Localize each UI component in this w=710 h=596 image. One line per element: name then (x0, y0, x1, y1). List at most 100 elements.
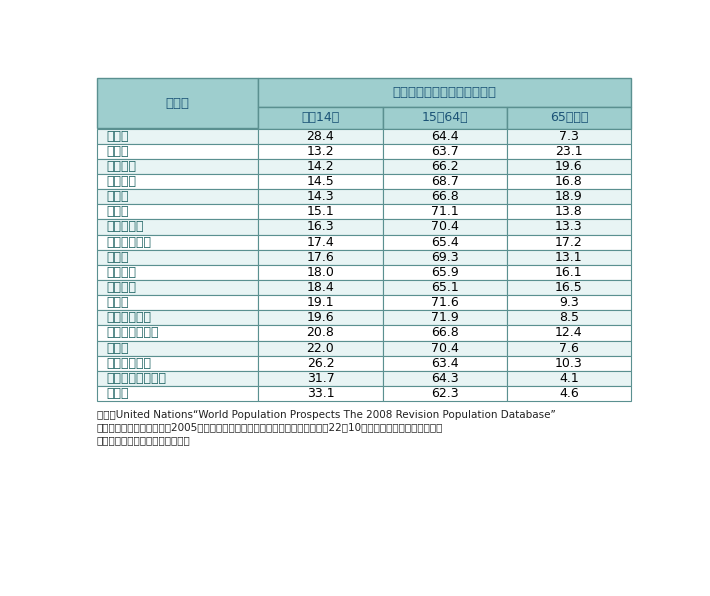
Bar (383, 144, 507, 159)
Bar (258, 265, 383, 280)
Text: 4.1: 4.1 (559, 372, 579, 385)
Text: 14.3: 14.3 (307, 190, 334, 203)
Text: 9.3: 9.3 (559, 296, 579, 309)
Bar (97, 280, 258, 295)
Text: とする確定値））」による。: とする確定値））」による。 (97, 435, 190, 445)
Bar (97, 250, 258, 265)
Text: 8.5: 8.5 (559, 311, 579, 324)
Text: 31.7: 31.7 (307, 372, 334, 385)
Bar (507, 356, 631, 371)
Text: 18.0: 18.0 (307, 266, 334, 279)
Bar (507, 280, 631, 295)
Text: 19.1: 19.1 (307, 296, 334, 309)
Text: 14.2: 14.2 (307, 160, 334, 173)
Text: ドイツ: ドイツ (106, 190, 129, 203)
Bar (258, 144, 383, 159)
Text: 17.6: 17.6 (307, 251, 334, 263)
Bar (258, 189, 383, 204)
Text: アルゼンチン: アルゼンチン (106, 357, 151, 370)
Text: 年齢（３区分）別割合（％）: 年齢（３区分）別割合（％） (393, 86, 497, 99)
Text: 71.1: 71.1 (431, 205, 459, 218)
Text: カナダ: カナダ (106, 251, 129, 263)
Bar (258, 386, 383, 401)
Bar (258, 219, 383, 234)
Bar (383, 204, 507, 219)
Text: 13.1: 13.1 (555, 251, 583, 263)
Text: 国　名: 国 名 (165, 97, 190, 110)
Text: 64.4: 64.4 (431, 129, 459, 142)
Text: 23.1: 23.1 (555, 145, 583, 158)
Bar (507, 107, 631, 129)
Text: 18.4: 18.4 (307, 281, 334, 294)
Bar (97, 234, 258, 250)
Bar (258, 356, 383, 371)
Text: 64.3: 64.3 (431, 372, 459, 385)
Bar (383, 371, 507, 386)
Bar (97, 219, 258, 234)
Bar (383, 311, 507, 325)
Text: 14.5: 14.5 (307, 175, 334, 188)
Text: 10.3: 10.3 (555, 357, 583, 370)
Bar (258, 107, 383, 129)
Text: ロシア: ロシア (106, 205, 129, 218)
Text: 7.6: 7.6 (559, 342, 579, 355)
Bar (258, 159, 383, 174)
Bar (97, 325, 258, 340)
Bar (97, 129, 258, 144)
Text: 注：ただし、諸外国は、2005年時点の数値、日本は総務省「人口推計（平成22年10月１日現在（人口速報を基準: 注：ただし、諸外国は、2005年時点の数値、日本は総務省「人口推計（平成22年1… (97, 423, 443, 433)
Bar (383, 189, 507, 204)
Text: 13.2: 13.2 (307, 145, 334, 158)
Bar (383, 234, 507, 250)
Text: 66.8: 66.8 (431, 327, 459, 340)
Bar (507, 325, 631, 340)
Text: 66.8: 66.8 (431, 190, 459, 203)
Text: 70.4: 70.4 (431, 221, 459, 234)
Bar (97, 311, 258, 325)
Bar (258, 234, 383, 250)
Text: 16.1: 16.1 (555, 266, 583, 279)
Text: 韓　国: 韓 国 (106, 296, 129, 309)
Bar (383, 325, 507, 340)
Bar (97, 340, 258, 356)
Bar (383, 280, 507, 295)
Bar (507, 295, 631, 311)
Text: 中　国: 中 国 (106, 342, 129, 355)
Text: ０～14歳: ０～14歳 (301, 111, 339, 124)
Text: 70.4: 70.4 (431, 342, 459, 355)
Text: 22.0: 22.0 (307, 342, 334, 355)
Text: 13.8: 13.8 (555, 205, 583, 218)
Text: 28.4: 28.4 (307, 129, 334, 142)
Bar (383, 174, 507, 189)
Bar (97, 356, 258, 371)
Bar (97, 204, 258, 219)
Bar (258, 250, 383, 265)
Bar (97, 295, 258, 311)
Bar (97, 174, 258, 189)
Text: 15～64歳: 15～64歳 (422, 111, 468, 124)
Bar (507, 311, 631, 325)
Text: 資料：United Nations“World Population Prospects The 2008 Revision Population Databa: 資料：United Nations“World Population Prosp… (97, 410, 555, 420)
Bar (507, 174, 631, 189)
Text: 13.3: 13.3 (555, 221, 583, 234)
Bar (383, 219, 507, 234)
Text: 世　界: 世 界 (106, 129, 129, 142)
Text: 65歳以上: 65歳以上 (550, 111, 588, 124)
Text: 17.4: 17.4 (307, 235, 334, 249)
Text: スペイン: スペイン (106, 175, 136, 188)
Bar (258, 325, 383, 340)
Text: イタリア: イタリア (106, 160, 136, 173)
Text: アメリカ合衆国: アメリカ合衆国 (106, 327, 158, 340)
Bar (383, 340, 507, 356)
Text: 16.5: 16.5 (555, 281, 583, 294)
Bar (383, 159, 507, 174)
Bar (97, 77, 258, 129)
Text: 63.4: 63.4 (431, 357, 459, 370)
Bar (258, 371, 383, 386)
Bar (97, 159, 258, 174)
Text: 19.6: 19.6 (307, 311, 334, 324)
Bar (507, 371, 631, 386)
Text: 71.9: 71.9 (431, 311, 459, 324)
Bar (258, 280, 383, 295)
Text: 17.2: 17.2 (555, 235, 583, 249)
Bar (258, 204, 383, 219)
